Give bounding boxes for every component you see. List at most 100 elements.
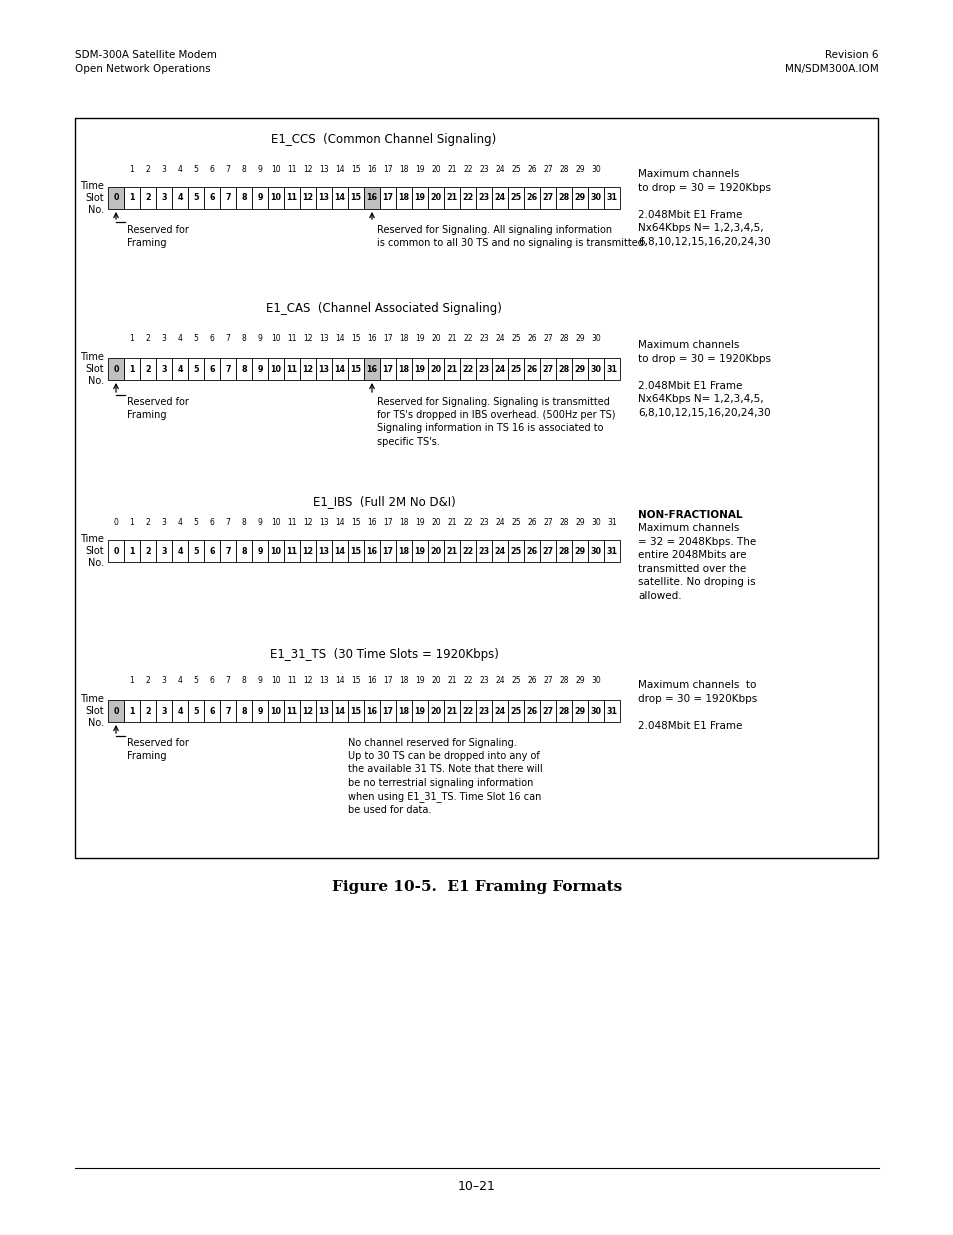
Text: 23: 23 [478, 547, 489, 556]
Text: 12: 12 [302, 547, 314, 556]
Text: 12: 12 [303, 517, 313, 527]
Text: 25: 25 [510, 364, 521, 373]
Bar [188, 700, 204, 722]
Text: 11: 11 [287, 333, 296, 343]
Text: 5: 5 [193, 676, 198, 685]
Text: 14: 14 [335, 333, 344, 343]
Bar [459, 540, 476, 562]
Text: Time
Slot
No.: Time Slot No. [80, 534, 104, 568]
Text: 1: 1 [130, 333, 134, 343]
Text: 12: 12 [302, 194, 314, 203]
Bar [268, 700, 284, 722]
Bar [539, 358, 556, 380]
Bar [268, 186, 284, 209]
Bar [332, 358, 348, 380]
Text: 21: 21 [447, 165, 456, 174]
Bar [539, 540, 556, 562]
Text: Maximum channels  to
drop = 30 = 1920Kbps

2.048Mbit E1 Frame: Maximum channels to drop = 30 = 1920Kbps… [638, 680, 757, 731]
Text: 18: 18 [398, 547, 409, 556]
Text: 27: 27 [542, 517, 552, 527]
Text: 12: 12 [302, 706, 314, 715]
Bar [156, 700, 172, 722]
Bar [284, 700, 299, 722]
Text: 0: 0 [113, 547, 118, 556]
Text: 6: 6 [210, 333, 214, 343]
Text: 28: 28 [558, 517, 568, 527]
Text: 5: 5 [193, 517, 198, 527]
Text: 13: 13 [318, 706, 329, 715]
Bar [412, 700, 428, 722]
Bar [412, 358, 428, 380]
Bar [523, 540, 539, 562]
Text: 30: 30 [590, 547, 601, 556]
Text: 30: 30 [590, 364, 601, 373]
Bar [172, 358, 188, 380]
Text: 19: 19 [414, 364, 425, 373]
Bar [539, 186, 556, 209]
Text: E1_CAS  (Channel Associated Signaling): E1_CAS (Channel Associated Signaling) [266, 303, 501, 315]
Text: 1: 1 [130, 517, 134, 527]
Bar [204, 186, 220, 209]
Bar [476, 700, 492, 722]
Text: 14: 14 [335, 676, 344, 685]
Text: 11: 11 [287, 165, 296, 174]
Text: 17: 17 [383, 517, 393, 527]
Text: 3: 3 [161, 194, 167, 203]
Text: Reserved for
Framing: Reserved for Framing [127, 396, 189, 420]
Text: Reserved for
Framing: Reserved for Framing [127, 225, 189, 248]
Bar [364, 186, 379, 209]
Bar [172, 540, 188, 562]
Bar [108, 186, 124, 209]
Bar [412, 540, 428, 562]
Text: Maximum channels
= 32 = 2048Kbps. The
entire 2048Mbits are
transmitted over the
: Maximum channels = 32 = 2048Kbps. The en… [638, 522, 756, 601]
Text: 21: 21 [446, 364, 457, 373]
Bar [140, 358, 156, 380]
Text: 21: 21 [447, 676, 456, 685]
Text: 24: 24 [494, 194, 505, 203]
Bar [268, 358, 284, 380]
Text: 16: 16 [366, 364, 377, 373]
Text: 4: 4 [177, 165, 182, 174]
Text: 12: 12 [302, 364, 314, 373]
Bar [315, 700, 332, 722]
Text: 7: 7 [225, 194, 231, 203]
Text: 28: 28 [558, 706, 569, 715]
Text: 20: 20 [431, 333, 440, 343]
Text: 30: 30 [590, 706, 601, 715]
Text: 4: 4 [177, 547, 183, 556]
Text: 13: 13 [319, 676, 329, 685]
Text: 1: 1 [129, 194, 134, 203]
Text: 7: 7 [225, 333, 231, 343]
Bar [459, 186, 476, 209]
Text: 24: 24 [495, 517, 504, 527]
Bar [492, 358, 507, 380]
Bar [332, 186, 348, 209]
Text: 20: 20 [430, 194, 441, 203]
Text: 10: 10 [271, 194, 281, 203]
Text: 27: 27 [542, 333, 552, 343]
Text: 10: 10 [271, 676, 280, 685]
Bar [523, 700, 539, 722]
Text: 1: 1 [129, 364, 134, 373]
Text: 4: 4 [177, 517, 182, 527]
Text: 27: 27 [542, 194, 553, 203]
Text: 27: 27 [542, 364, 553, 373]
Bar [428, 186, 443, 209]
Text: 21: 21 [446, 547, 457, 556]
Text: Maximum channels
to drop = 30 = 1920Kbps

2.048Mbit E1 Frame
Nx64Kbps N= 1,2,3,4: Maximum channels to drop = 30 = 1920Kbps… [638, 340, 770, 417]
Bar [315, 358, 332, 380]
Text: 15: 15 [350, 547, 361, 556]
Text: Reserved for Signaling. Signaling is transmitted
for TS's dropped in IBS overhea: Reserved for Signaling. Signaling is tra… [376, 396, 615, 447]
Text: 31: 31 [606, 547, 617, 556]
Bar [587, 358, 603, 380]
Text: 8: 8 [241, 517, 246, 527]
Text: 28: 28 [558, 547, 569, 556]
Text: 13: 13 [318, 364, 329, 373]
Text: 29: 29 [574, 706, 585, 715]
Text: 8: 8 [241, 333, 246, 343]
Bar [492, 540, 507, 562]
Text: 3: 3 [161, 333, 166, 343]
Text: 13: 13 [319, 165, 329, 174]
Text: 17: 17 [382, 706, 393, 715]
Text: 5: 5 [193, 706, 198, 715]
